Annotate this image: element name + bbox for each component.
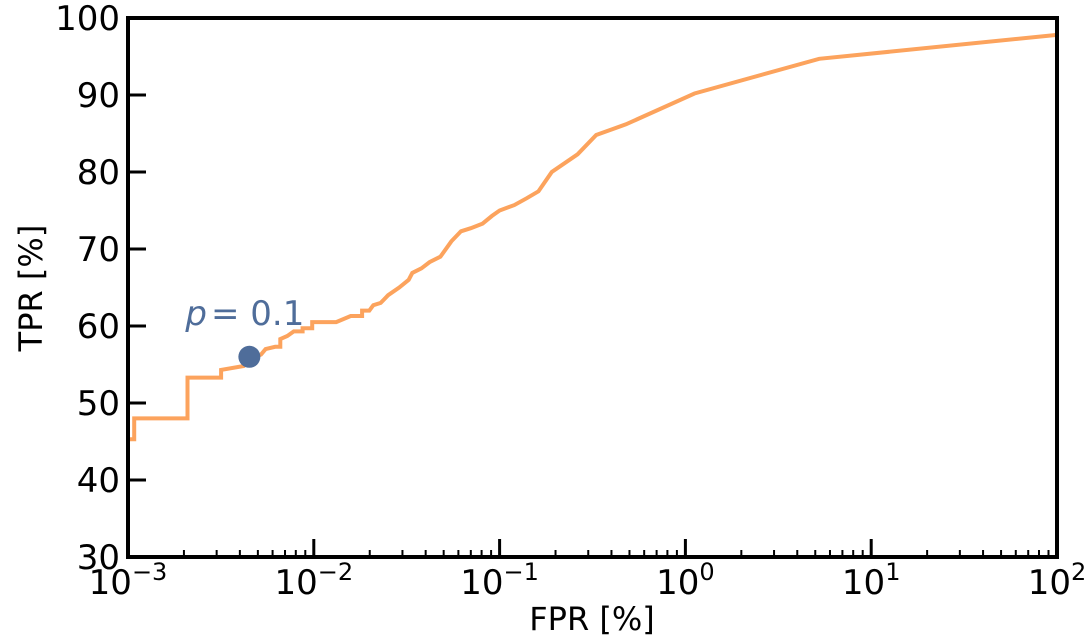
- y-axis-label: TPR [%]: [12, 225, 50, 353]
- marker-label-variable: p: [184, 294, 207, 334]
- plot-frame: [126, 16, 1059, 559]
- y-tick-label: 80: [77, 153, 120, 193]
- y-tick-label: 90: [77, 76, 120, 116]
- x-tick-base: 10: [1028, 563, 1071, 603]
- x-tick-exponent: 0: [699, 558, 714, 586]
- x-tick-label: 101: [842, 558, 901, 603]
- x-tick-label: 10−2: [274, 558, 353, 603]
- y-tick-label: 30: [77, 538, 120, 578]
- threshold-marker-point: [238, 345, 261, 368]
- x-tick-label: 10−1: [460, 558, 539, 603]
- x-tick-base: 10: [274, 563, 317, 603]
- y-tick-label: 40: [77, 461, 120, 501]
- x-tick-exponent: −2: [318, 558, 353, 586]
- y-tick-label: 60: [77, 307, 120, 347]
- x-tick-exponent: −1: [504, 558, 539, 586]
- x-axis-label: FPR [%]: [529, 600, 654, 635]
- threshold-marker-label: p = 0.1: [184, 294, 304, 334]
- y-tick-labels: 30 40 50 60 70 80 90 100: [55, 0, 120, 578]
- x-tick-base: 10: [842, 563, 885, 603]
- x-tick-label: 10−3: [89, 558, 168, 603]
- x-tick-labels: 10−3 10−2 10−1 100 101 102: [89, 558, 1087, 603]
- marker-label-value: = 0.1: [211, 294, 304, 334]
- major-ticks: [126, 16, 1059, 559]
- x-tick-exponent: −3: [132, 558, 167, 586]
- roc-curve-line: [128, 32, 1058, 442]
- x-tick-label: 100: [656, 558, 715, 603]
- x-tick-base: 10: [89, 563, 132, 603]
- y-tick-label: 50: [77, 384, 120, 424]
- x-tick-label: 102: [1028, 558, 1087, 603]
- x-tick-exponent: 2: [1071, 558, 1086, 586]
- y-tick-label: 70: [77, 230, 120, 270]
- x-tick-base: 10: [656, 563, 699, 603]
- x-tick-exponent: 1: [885, 558, 900, 586]
- x-tick-base: 10: [460, 563, 503, 603]
- y-tick-label: 100: [55, 0, 120, 39]
